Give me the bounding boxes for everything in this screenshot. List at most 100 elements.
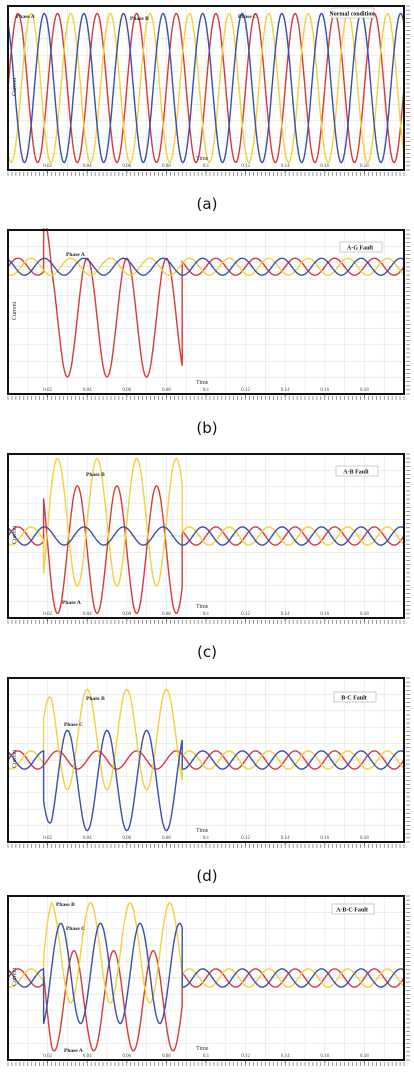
x-tick-label: 0.1 [203,388,210,393]
x-tick-label: 0.08 [162,164,171,169]
title-box [331,903,375,915]
chart-title: Normal condition [329,12,375,18]
series-c-line [7,729,405,832]
chart-title: A-G Fault [347,246,373,252]
x-tick-label: 0.12 [241,836,250,841]
x-tick-label: 0.14 [281,1054,290,1059]
caption-d: (d) [196,867,218,885]
x-tick-label: 0.14 [281,836,290,841]
chart-title: A-B-C Fault [336,908,368,914]
series-a-line [7,12,405,164]
caption-c: (c) [197,643,217,661]
series-a-line [7,485,405,614]
x-tick-label: 0.14 [281,388,290,393]
x-tick-label: 0.1 [203,836,210,841]
title-box [335,465,379,477]
chart-b: 0.02 0.04 0.06 0.08 0.1 0.12 0.14 0.16 0.18 Time C… [7,228,410,400]
x-tick-label: 0.06 [122,164,131,169]
x-tick-label: 0.1 [203,1054,210,1059]
phase-annotation: Phase C [64,722,83,728]
x-tick-label: 0.18 [360,1054,369,1059]
chart-panel-c: 0.02 0.04 0.06 0.08 0.1 0.12 0.14 0.16 0.18 Time C… [0,452,414,630]
y-axis-label: Current [12,749,18,768]
y-axis-label: Current [12,525,18,544]
x-tick-label: 0.04 [83,164,92,169]
chart-c: 0.02 0.04 0.06 0.08 0.1 0.12 0.14 0.16 0.18 Time C… [7,453,410,624]
x-tick-label: 0.12 [241,164,250,169]
x-tick-label: 0.16 [320,164,329,169]
x-tick-label: 0.12 [241,612,250,617]
x-tick-label: 0.06 [122,612,131,617]
x-axis-label: Time [196,828,209,834]
y-axis-label: Current [12,301,18,320]
phase-annotation: Phase A [64,1048,83,1054]
x-tick-label: 0.16 [320,836,329,841]
x-tick-label: 0.04 [83,388,92,393]
x-tick-label: 0.04 [83,836,92,841]
x-tick-label: 0.06 [122,836,131,841]
x-axis-label: Time [196,156,209,162]
series-b-line [7,12,405,164]
series-b-line [7,688,405,791]
phase-annotation: Phase B [56,902,75,908]
x-axis-label: Time [196,604,209,610]
chart-title: A-B Fault [343,470,369,476]
series-c-line [7,257,405,276]
x-tick-label: 0.16 [320,388,329,393]
chart-panel-a: 0.02 0.04 0.06 0.08 0.1 0.12 0.14 0.16 0.18 Time C… [0,4,414,182]
phase-annotation: Phase A [16,14,35,20]
x-tick-label: 0.12 [241,388,250,393]
x-tick-label: 0.18 [360,164,369,169]
x-tick-label: 0.02 [43,1054,52,1059]
phase-annotation: Phase B [130,16,149,22]
x-axis-label: Time [196,1046,209,1052]
x-tick-label: 0.16 [320,1054,329,1059]
x-tick-label: 0.18 [360,388,369,393]
grid [8,230,404,394]
x-tick-label: 0.08 [162,836,171,841]
y-axis-label: Current [12,77,18,96]
x-tick-label: 0.1 [203,612,210,617]
chart-e: 0.02 0.04 0.06 0.08 0.1 0.12 0.14 0.16 0.18 Time C… [7,895,410,1066]
x-tick-label: 0.16 [320,612,329,617]
x-tick-label: 0.02 [43,836,52,841]
series-c-line [7,922,405,1025]
phase-annotation: Phase B [86,472,105,478]
series-c-line [7,526,405,546]
x-tick-label: 0.02 [43,612,52,617]
title-box [339,241,383,253]
title-box [333,691,377,703]
chart-panel-b: 0.02 0.04 0.06 0.08 0.1 0.12 0.14 0.16 0.18 Time C… [0,228,414,406]
x-tick-label: 0.04 [83,612,92,617]
phase-annotation: Phase C [66,926,85,932]
chart-panel-d: 0.02 0.04 0.06 0.08 0.1 0.12 0.14 0.16 0.18 Time C… [0,676,414,854]
y-axis-label: Current [12,967,18,986]
title-box [331,7,375,19]
x-tick-label: 0.02 [43,388,52,393]
x-tick-label: 0.04 [83,1054,92,1059]
x-tick-label: 0.14 [281,612,290,617]
series-b-line [7,458,405,587]
x-tick-label: 0.1 [203,164,210,169]
caption-b: (b) [196,419,218,437]
x-tick-label: 0.14 [281,164,290,169]
x-tick-label: 0.18 [360,836,369,841]
series-c-line [7,12,405,164]
series-a-line [7,949,405,1052]
phase-annotation: Phase A [66,252,85,258]
x-tick-label: 0.02 [43,164,52,169]
phase-annotation: Phase B [86,696,105,702]
chart-panel-e: 0.02 0.04 0.06 0.08 0.1 0.12 0.14 0.16 0.18 Time C… [0,894,414,1072]
x-tick-label: 0.12 [241,1054,250,1059]
x-tick-label: 0.06 [122,1054,131,1059]
chart-d: 0.02 0.04 0.06 0.08 0.1 0.12 0.14 0.16 0.18 Time C… [7,677,410,848]
caption-a: (a) [196,195,218,213]
series-a-line [7,228,405,378]
series-b-line [7,257,405,276]
x-tick-label: 0.18 [360,612,369,617]
x-axis-label: Time [196,380,209,386]
x-tick-label: 0.08 [162,388,171,393]
x-tick-label: 0.06 [122,388,131,393]
x-tick-label: 0.08 [162,1054,171,1059]
x-tick-label: 0.08 [162,612,171,617]
